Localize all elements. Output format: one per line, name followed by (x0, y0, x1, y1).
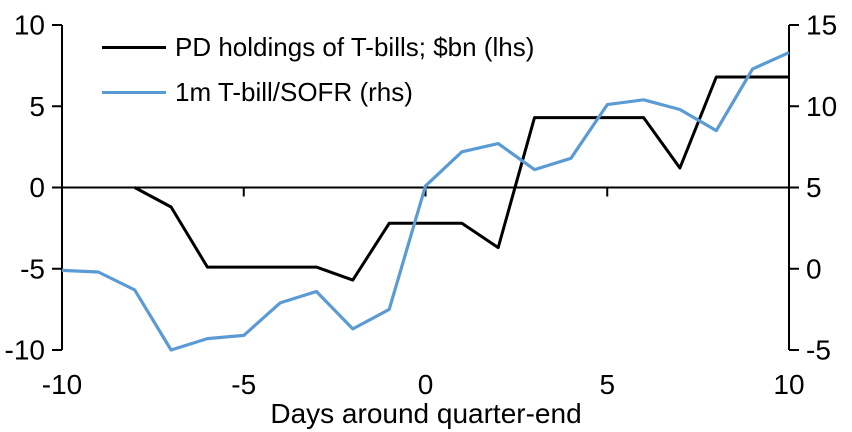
x-axis-tick-label: 0 (418, 369, 434, 400)
left-axis-tick-label: 10 (14, 10, 45, 41)
left-axis-tick-label: 0 (29, 172, 45, 203)
right-axis-tick-label: 0 (806, 253, 822, 284)
right-axis-tick-label: 10 (806, 91, 837, 122)
x-axis-title: Days around quarter-end (270, 398, 582, 429)
right-axis-tick-label: 5 (806, 172, 822, 203)
legend-item-tbill-sofr: 1m T-bill/SOFR (rhs) (102, 76, 534, 107)
left-axis-tick-label: -5 (20, 253, 45, 284)
legend-line-sample-black (102, 45, 166, 49)
legend-item-pd-holdings: PD holdings of T-bills; $bn (lhs) (102, 31, 535, 62)
legend-label-tbill-sofr: 1m T-bill/SOFR (rhs) (175, 76, 413, 107)
x-axis-tick-label: 5 (599, 369, 615, 400)
series-pd-holdings-line (133, 75, 789, 282)
x-axis-tick-label: -5 (231, 369, 256, 400)
legend: PD holdings of T-bills; $bn (lhs) 1m T-b… (102, 31, 535, 123)
x-axis-tick-label: 10 (773, 369, 804, 400)
right-axis-tick-label: -5 (806, 335, 831, 366)
left-axis-tick-label: 5 (29, 91, 45, 122)
legend-label-pd-holdings: PD holdings of T-bills; $bn (lhs) (175, 31, 535, 62)
right-axis-tick-label: 15 (806, 10, 837, 41)
x-axis-tick-label: -10 (42, 369, 82, 400)
legend-line-sample-blue (102, 90, 166, 94)
series-tbill-sofr-line (61, 51, 790, 352)
left-axis-tick-label: -10 (5, 335, 45, 366)
